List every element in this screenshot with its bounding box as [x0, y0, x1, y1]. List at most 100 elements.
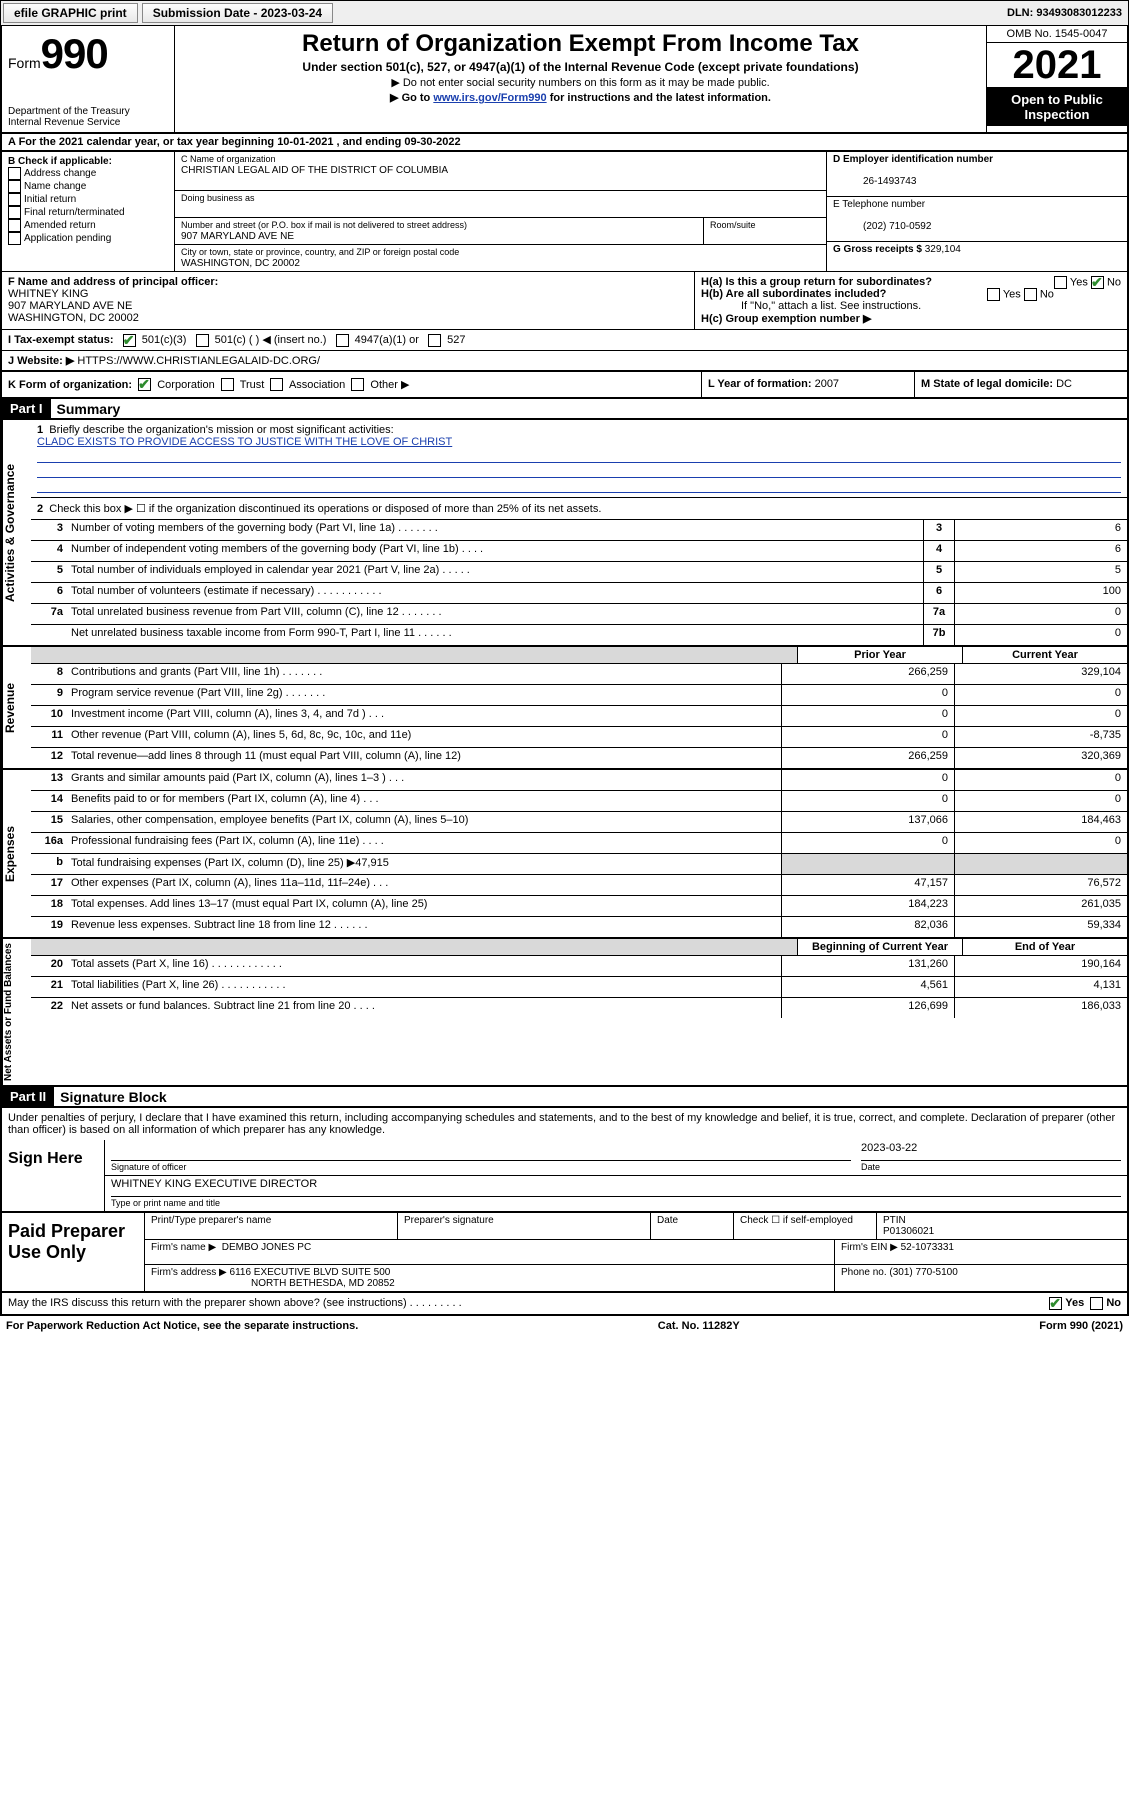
website-label: J Website: ▶ [8, 355, 74, 367]
firm-name: DEMBO JONES PC [222, 1242, 311, 1253]
revenue-sidelabel: Revenue [2, 647, 31, 768]
summary-line: 21Total liabilities (Part X, line 26) . … [31, 977, 1127, 998]
ptin-value: P01306021 [883, 1226, 934, 1237]
mission-label: Briefly describe the organization's miss… [49, 424, 393, 436]
summary-line: 15Salaries, other compensation, employee… [31, 812, 1127, 833]
address-change-checkbox[interactable] [8, 167, 21, 180]
discuss-yes-checkbox[interactable] [1049, 1297, 1062, 1310]
officer-name: WHITNEY KING [8, 288, 88, 300]
prep-phone-label: Phone no. [841, 1267, 887, 1278]
trust-checkbox[interactable] [221, 378, 234, 391]
ein-value: 26-1493743 [833, 176, 916, 187]
k-label: K Form of organization: [8, 379, 132, 391]
city-label: City or town, state or province, country… [181, 247, 459, 257]
netassets-sidelabel: Net Assets or Fund Balances [2, 939, 31, 1085]
type-name-label: Type or print name and title [111, 1198, 220, 1208]
gross-receipts-label: G Gross receipts $ [833, 244, 922, 255]
501c3-checkbox[interactable] [123, 334, 136, 347]
phone-label: E Telephone number [833, 199, 925, 210]
summary-line: 12Total revenue—add lines 8 through 11 (… [31, 748, 1127, 768]
submission-date-button[interactable]: Submission Date - 2023-03-24 [142, 3, 333, 23]
summary-line: 18Total expenses. Add lines 13–17 (must … [31, 896, 1127, 917]
summary-line: 10Investment income (Part VIII, column (… [31, 706, 1127, 727]
tax-year-line: A For the 2021 calendar year, or tax yea… [0, 134, 1129, 152]
footer-mid: Cat. No. 11282Y [658, 1320, 740, 1332]
section-b-checkboxes: B Check if applicable: Address change Na… [2, 152, 175, 271]
part1-title: Summary [51, 401, 121, 417]
hb-no-checkbox[interactable] [1024, 288, 1037, 301]
hb-line: H(b) Are all subordinates included? Yes … [701, 288, 1121, 300]
begin-year-header: Beginning of Current Year [797, 939, 962, 955]
name-change-checkbox[interactable] [8, 180, 21, 193]
hb-yes-checkbox[interactable] [987, 288, 1000, 301]
street-address: 907 MARYLAND AVE NE [181, 231, 294, 242]
city-value: WASHINGTON, DC 20002 [181, 258, 300, 269]
form-subtitle: Under section 501(c), 527, or 4947(a)(1)… [181, 60, 980, 74]
summary-line: 3Number of voting members of the governi… [31, 520, 1127, 541]
gross-receipts-value: 329,104 [925, 244, 961, 255]
summary-line: Net unrelated business taxable income fr… [31, 625, 1127, 645]
declaration-text: Under penalties of perjury, I declare th… [0, 1108, 1129, 1140]
ha-no-checkbox[interactable] [1091, 276, 1104, 289]
omb-number: OMB No. 1545-0047 [987, 26, 1127, 43]
initial-return-checkbox[interactable] [8, 193, 21, 206]
irs-label: Internal Revenue Service [8, 117, 168, 128]
officer-addr1: 907 MARYLAND AVE NE [8, 300, 132, 312]
application-pending-checkbox[interactable] [8, 232, 21, 245]
officer-name-title: WHITNEY KING EXECUTIVE DIRECTOR [111, 1178, 1121, 1197]
paid-preparer-label: Paid Preparer Use Only [2, 1213, 145, 1291]
end-year-header: End of Year [962, 939, 1127, 955]
footer-right: Form 990 (2021) [1039, 1320, 1123, 1332]
room-label: Room/suite [710, 220, 756, 230]
goto-link-line: ▶ Go to www.irs.gov/Form990 for instruct… [181, 91, 980, 104]
501c-checkbox[interactable] [196, 334, 209, 347]
tax-exempt-label: I Tax-exempt status: [8, 334, 114, 346]
officer-addr2: WASHINGTON, DC 20002 [8, 312, 139, 324]
ssn-warning: ▶ Do not enter social security numbers o… [181, 76, 980, 89]
sign-here-label: Sign Here [2, 1140, 105, 1211]
summary-line: 20Total assets (Part X, line 16) . . . .… [31, 956, 1127, 977]
m-label: M State of legal domicile: [921, 378, 1053, 390]
firm-addr-label: Firm's address ▶ [151, 1267, 227, 1278]
other-checkbox[interactable] [351, 378, 364, 391]
summary-line: 9Program service revenue (Part VIII, lin… [31, 685, 1127, 706]
dept-treasury: Department of the Treasury [8, 106, 168, 117]
amended-return-checkbox[interactable] [8, 219, 21, 232]
expenses-sidelabel: Expenses [2, 770, 31, 937]
current-year-header: Current Year [962, 647, 1127, 663]
l-label: L Year of formation: [708, 378, 812, 390]
summary-line: bTotal fundraising expenses (Part IX, co… [31, 854, 1127, 875]
corporation-checkbox[interactable] [138, 378, 151, 391]
efile-print-button[interactable]: efile GRAPHIC print [3, 3, 138, 23]
part1-header: Part I [2, 399, 51, 418]
footer-left: For Paperwork Reduction Act Notice, see … [6, 1320, 358, 1332]
firm-addr2: NORTH BETHESDA, MD 20852 [151, 1278, 395, 1289]
prep-sig-label: Preparer's signature [398, 1213, 651, 1239]
mission-text: CLADC EXISTS TO PROVIDE ACCESS TO JUSTIC… [37, 436, 452, 448]
firm-addr1: 6116 EXECUTIVE BLVD SUITE 500 [230, 1267, 391, 1278]
ha-yes-checkbox[interactable] [1054, 276, 1067, 289]
527-checkbox[interactable] [428, 334, 441, 347]
topbar: efile GRAPHIC print Submission Date - 20… [0, 0, 1129, 26]
m-value: DC [1056, 378, 1072, 390]
org-name-label: C Name of organization [181, 154, 276, 164]
discuss-no-checkbox[interactable] [1090, 1297, 1103, 1310]
sig-date-label: Date [861, 1162, 880, 1172]
association-checkbox[interactable] [270, 378, 283, 391]
summary-line: 16aProfessional fundraising fees (Part I… [31, 833, 1127, 854]
firm-name-label: Firm's name ▶ [151, 1242, 216, 1253]
summary-line: 5Total number of individuals employed in… [31, 562, 1127, 583]
print-name-label: Print/Type preparer's name [145, 1213, 398, 1239]
ptin-label: PTIN [883, 1215, 906, 1226]
prior-year-header: Prior Year [797, 647, 962, 663]
summary-line: 8Contributions and grants (Part VIII, li… [31, 664, 1127, 685]
firm-ein: 52-1073331 [901, 1242, 954, 1253]
final-return-checkbox[interactable] [8, 206, 21, 219]
4947-checkbox[interactable] [336, 334, 349, 347]
summary-line: 19Revenue less expenses. Subtract line 1… [31, 917, 1127, 937]
hc-line: H(c) Group exemption number ▶ [701, 312, 1121, 325]
ein-label: D Employer identification number [833, 154, 993, 165]
summary-line: 11Other revenue (Part VIII, column (A), … [31, 727, 1127, 748]
irs-form990-link[interactable]: www.irs.gov/Form990 [433, 92, 546, 104]
phone-value: (202) 710-0592 [833, 221, 931, 232]
